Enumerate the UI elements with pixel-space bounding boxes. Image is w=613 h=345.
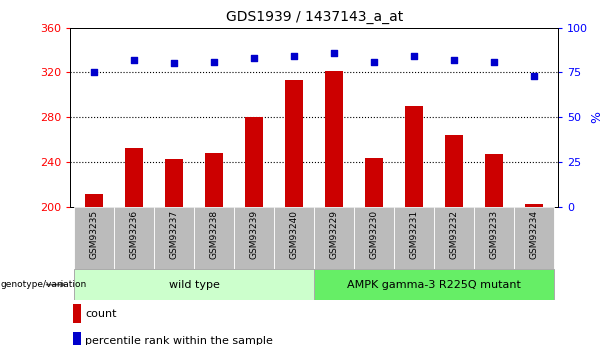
Bar <box>365 158 383 207</box>
Bar <box>154 207 194 269</box>
Text: GSM93231: GSM93231 <box>409 210 419 259</box>
Point <box>489 59 499 65</box>
Text: count: count <box>85 309 116 319</box>
Bar <box>445 135 463 207</box>
Bar <box>394 207 434 269</box>
Bar <box>74 332 81 345</box>
Text: GSM93235: GSM93235 <box>90 210 99 259</box>
Point <box>289 53 299 59</box>
Bar <box>234 207 274 269</box>
Bar <box>85 194 104 207</box>
Text: GSM93237: GSM93237 <box>170 210 179 259</box>
Bar <box>525 204 543 207</box>
Bar <box>314 269 554 300</box>
Text: GSM93238: GSM93238 <box>210 210 219 259</box>
Bar <box>285 80 303 207</box>
Bar <box>245 117 263 207</box>
Text: GSM93239: GSM93239 <box>249 210 259 259</box>
Bar <box>194 207 234 269</box>
Bar <box>75 207 115 269</box>
Text: AMPK gamma-3 R225Q mutant: AMPK gamma-3 R225Q mutant <box>347 280 521 289</box>
Point <box>169 61 179 66</box>
Text: GSM93234: GSM93234 <box>530 210 538 259</box>
Text: percentile rank within the sample: percentile rank within the sample <box>85 336 273 345</box>
Point <box>129 57 139 63</box>
Point <box>409 53 419 59</box>
Bar <box>354 207 394 269</box>
Bar <box>166 159 183 207</box>
Bar <box>274 207 314 269</box>
Bar <box>514 207 554 269</box>
Bar <box>485 154 503 207</box>
Point <box>89 70 99 75</box>
Bar <box>314 207 354 269</box>
Text: wild type: wild type <box>169 280 220 289</box>
Point <box>329 50 339 56</box>
Text: GSM93232: GSM93232 <box>449 210 459 259</box>
Bar <box>115 207 154 269</box>
Bar <box>474 207 514 269</box>
Point <box>529 73 539 79</box>
Text: GSM93230: GSM93230 <box>370 210 379 259</box>
Bar <box>74 304 81 323</box>
Text: GSM93240: GSM93240 <box>290 210 299 259</box>
Bar <box>325 71 343 207</box>
Point <box>210 59 219 65</box>
Point <box>449 57 459 63</box>
Bar <box>126 148 143 207</box>
Point <box>249 55 259 61</box>
Point <box>369 59 379 65</box>
Text: GSM93236: GSM93236 <box>130 210 139 259</box>
Text: genotype/variation: genotype/variation <box>1 280 87 289</box>
Bar <box>75 269 314 300</box>
Text: GSM93229: GSM93229 <box>330 210 338 259</box>
Title: GDS1939 / 1437143_a_at: GDS1939 / 1437143_a_at <box>226 10 403 24</box>
Y-axis label: %: % <box>591 111 604 123</box>
Bar <box>434 207 474 269</box>
Bar <box>405 106 423 207</box>
Text: GSM93233: GSM93233 <box>489 210 498 259</box>
Bar <box>205 153 223 207</box>
